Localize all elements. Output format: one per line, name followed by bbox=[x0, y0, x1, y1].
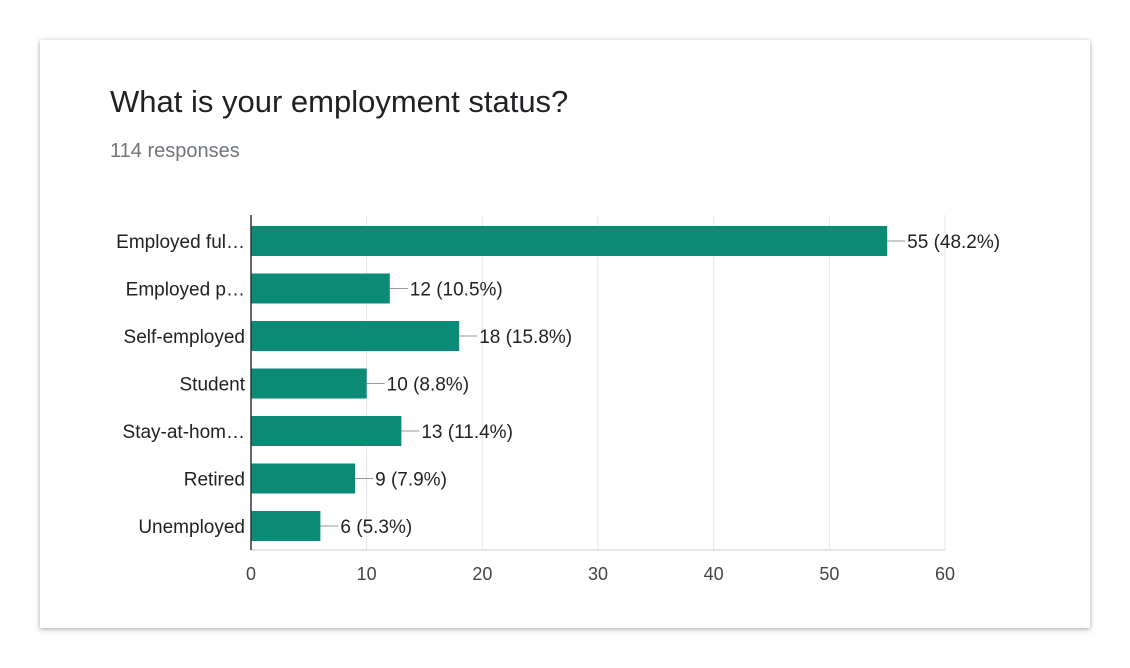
category-label: Retired bbox=[184, 470, 245, 491]
data-label: 12 (10.5%) bbox=[410, 280, 503, 301]
response-count: 114 responses bbox=[110, 140, 240, 162]
x-tick-label: 10 bbox=[357, 564, 377, 584]
bar bbox=[251, 511, 321, 541]
x-tick-label: 40 bbox=[704, 564, 724, 584]
data-label: 9 (7.9%) bbox=[375, 470, 447, 491]
category-label: Employed p… bbox=[126, 280, 245, 301]
data-label: 13 (11.4%) bbox=[421, 422, 513, 443]
x-tick-label: 30 bbox=[588, 564, 608, 584]
bar bbox=[251, 273, 390, 304]
bar bbox=[251, 226, 888, 256]
chart-card: What is your employment status? 114 resp… bbox=[40, 40, 1090, 628]
category-label: Student bbox=[180, 375, 246, 396]
data-label: 18 (15.8%) bbox=[479, 327, 572, 348]
data-label: 55 (48.2%) bbox=[907, 232, 1000, 253]
category-label: Unemployed bbox=[138, 517, 245, 538]
category-label: Self-employed bbox=[124, 327, 245, 348]
question-title: What is your employment status? bbox=[110, 84, 569, 119]
bar bbox=[251, 416, 402, 446]
bar bbox=[251, 463, 356, 494]
x-tick-label: 20 bbox=[472, 564, 492, 584]
data-label: 6 (5.3%) bbox=[340, 517, 412, 538]
bar bbox=[251, 321, 460, 351]
bar bbox=[251, 368, 367, 399]
data-label: 10 (8.8%) bbox=[387, 375, 469, 396]
category-label: Stay-at-hom… bbox=[123, 422, 245, 443]
x-tick-label: 60 bbox=[935, 564, 955, 584]
x-tick-label: 50 bbox=[819, 564, 839, 584]
bar-chart: 0 10 20 30 40 50 60 Employed ful… 55 (48.2%) Empl… bbox=[116, 215, 1000, 584]
x-tick-label: 0 bbox=[246, 564, 256, 584]
category-label: Employed ful… bbox=[116, 232, 245, 253]
